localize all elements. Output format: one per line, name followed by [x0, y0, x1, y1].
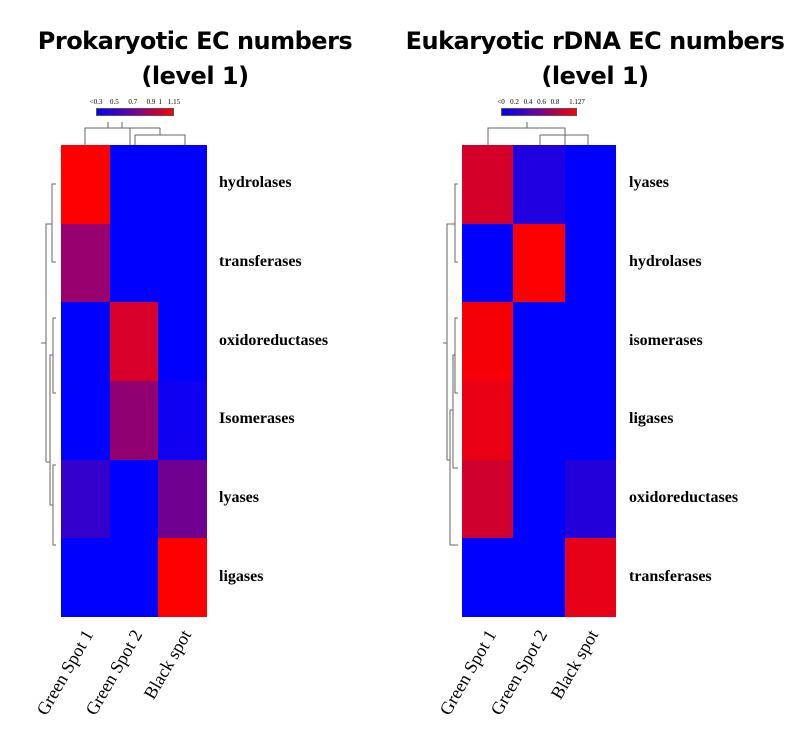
heatmap-cell	[61, 381, 111, 461]
heatmap-cell	[158, 459, 208, 539]
heatmap-cell	[109, 302, 159, 382]
row-label: transferases	[629, 567, 712, 585]
heatmap-cell	[513, 302, 566, 382]
row-label: Isomerases	[219, 410, 295, 428]
legend-tick-label: 0.8	[550, 98, 560, 106]
legend-tick-label: 1.15	[167, 98, 181, 106]
color-scale-legend: <0 0.2 0.4 0.6 0.8 1.127	[497, 98, 585, 118]
color-scale-legend: <0.3 0.5 0.7 0.9 1 1.15	[90, 98, 180, 118]
heatmap-cell	[462, 223, 514, 303]
heatmap-cell	[462, 302, 514, 382]
heatmap-cell	[564, 223, 617, 303]
legend-tick-label: 0.6	[537, 98, 546, 106]
row-label: lyases	[629, 174, 669, 192]
legend-tick-label: 0.2	[510, 98, 519, 106]
legend-tick-label: <0	[497, 98, 505, 106]
legend-gradient-bar	[501, 108, 577, 116]
heatmap-cell	[61, 538, 111, 618]
title-line-2: (level 1)	[541, 62, 649, 90]
row-label: lyases	[219, 489, 259, 506]
heatmap-cell	[61, 223, 111, 303]
heatmap-cell	[564, 302, 617, 382]
chart-title: Eukaryotic rDNA EC numbers (level 1)	[405, 24, 785, 94]
heatmap-grid	[462, 145, 617, 618]
dendrogram-lines	[443, 122, 589, 546]
heatmap-cell	[158, 538, 208, 618]
heatmap-cell	[462, 145, 514, 225]
heatmap-cell	[158, 145, 208, 225]
heatmap-cell	[513, 459, 566, 539]
legend-ticks: <0 0.2 0.4 0.6 0.8 1.127	[497, 98, 585, 108]
heatmap-cell	[462, 459, 514, 539]
heatmap-grid	[61, 145, 208, 618]
row-label: oxidoreductases	[629, 489, 739, 506]
chart-title: Prokaryotic EC numbers (level 1)	[30, 24, 360, 94]
heatmap-cell	[564, 381, 617, 461]
legend-tick-label: 0.5	[109, 98, 119, 106]
row-label: ligases	[219, 567, 264, 585]
legend-gradient-bar	[96, 108, 174, 116]
heatmap-cell	[158, 223, 208, 303]
heatmap-cell	[61, 145, 111, 225]
legend-ticks: <0.3 0.5 0.7 0.9 1 1.15	[90, 98, 180, 108]
legend-tick-label: <0.3	[89, 98, 103, 106]
legend-tick-label: 1	[158, 98, 162, 106]
heatmap-cell	[462, 538, 514, 618]
row-label: isomerases	[629, 331, 703, 349]
heatmap-cell	[109, 145, 159, 225]
title-line-1: Eukaryotic rDNA EC numbers	[405, 27, 785, 55]
row-label: oxidoreductases	[219, 331, 329, 349]
heatmap-cell	[158, 381, 208, 461]
heatmap-cell	[564, 459, 617, 539]
heatmap-cell	[109, 381, 159, 461]
heatmap-cell	[109, 538, 159, 618]
legend-tick-label: 0.7	[128, 98, 138, 106]
row-label: ligases	[629, 410, 674, 428]
row-label: hydrolases	[219, 174, 292, 192]
heatmap-cell	[109, 223, 159, 303]
heatmap-cell	[61, 459, 111, 539]
title-line-1: Prokaryotic EC numbers	[37, 27, 353, 55]
heatmap-cell	[564, 538, 617, 618]
title-line-2: (level 1)	[141, 62, 249, 90]
dendrogram-lines	[41, 122, 186, 546]
heatmap-cell	[513, 381, 566, 461]
heatmap-cell	[158, 302, 208, 382]
row-label: hydrolases	[629, 253, 702, 270]
heatmap-cell	[513, 538, 566, 618]
heatmap-cell	[564, 145, 617, 225]
heatmap-cell	[513, 223, 566, 303]
legend-tick-label: 0.9	[146, 98, 156, 106]
heatmap-cell	[109, 459, 159, 539]
heatmap-cell	[462, 381, 514, 461]
row-label: transferases	[219, 253, 302, 270]
legend-tick-label: 1.127	[569, 98, 585, 106]
heatmap-cell	[61, 302, 111, 382]
heatmap-cell	[513, 145, 566, 225]
legend-tick-label: 0.4	[523, 98, 533, 106]
